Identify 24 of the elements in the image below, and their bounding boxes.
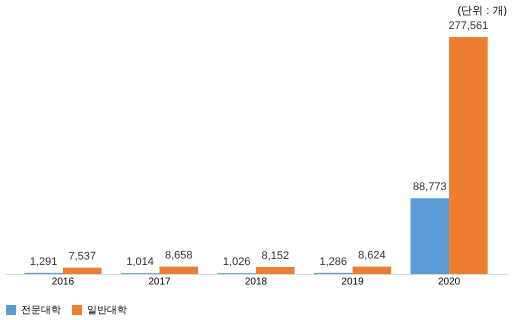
bar (449, 37, 488, 274)
bar (410, 198, 450, 274)
data-label: 277,561 (448, 20, 488, 32)
bar (159, 266, 198, 274)
x-tick-label: 2018 (244, 276, 268, 288)
text: (단위 : 개) (458, 5, 507, 17)
x-tick-label: 2019 (341, 276, 364, 288)
bar (352, 266, 392, 274)
x-tick-label: 2017 (148, 276, 172, 288)
legend-label: 일반대학 (87, 305, 127, 316)
data-label: 1,291 (30, 256, 58, 268)
data-label: 1,286 (319, 256, 347, 268)
data-label: 1,026 (222, 256, 250, 268)
x-tick-label: 2016 (52, 276, 74, 288)
legend-label: 전문대학 (21, 305, 61, 316)
bar (256, 267, 295, 274)
bar (62, 268, 102, 274)
data-label: 8,152 (262, 250, 290, 262)
x-tick-label: 2020 (438, 276, 461, 288)
data-label: 7,537 (68, 250, 96, 263)
data-label: 8,624 (358, 250, 386, 262)
data-label: 1,014 (126, 256, 154, 268)
data-label: 8,658 (165, 250, 193, 262)
data-label: 88,773 (412, 181, 447, 194)
